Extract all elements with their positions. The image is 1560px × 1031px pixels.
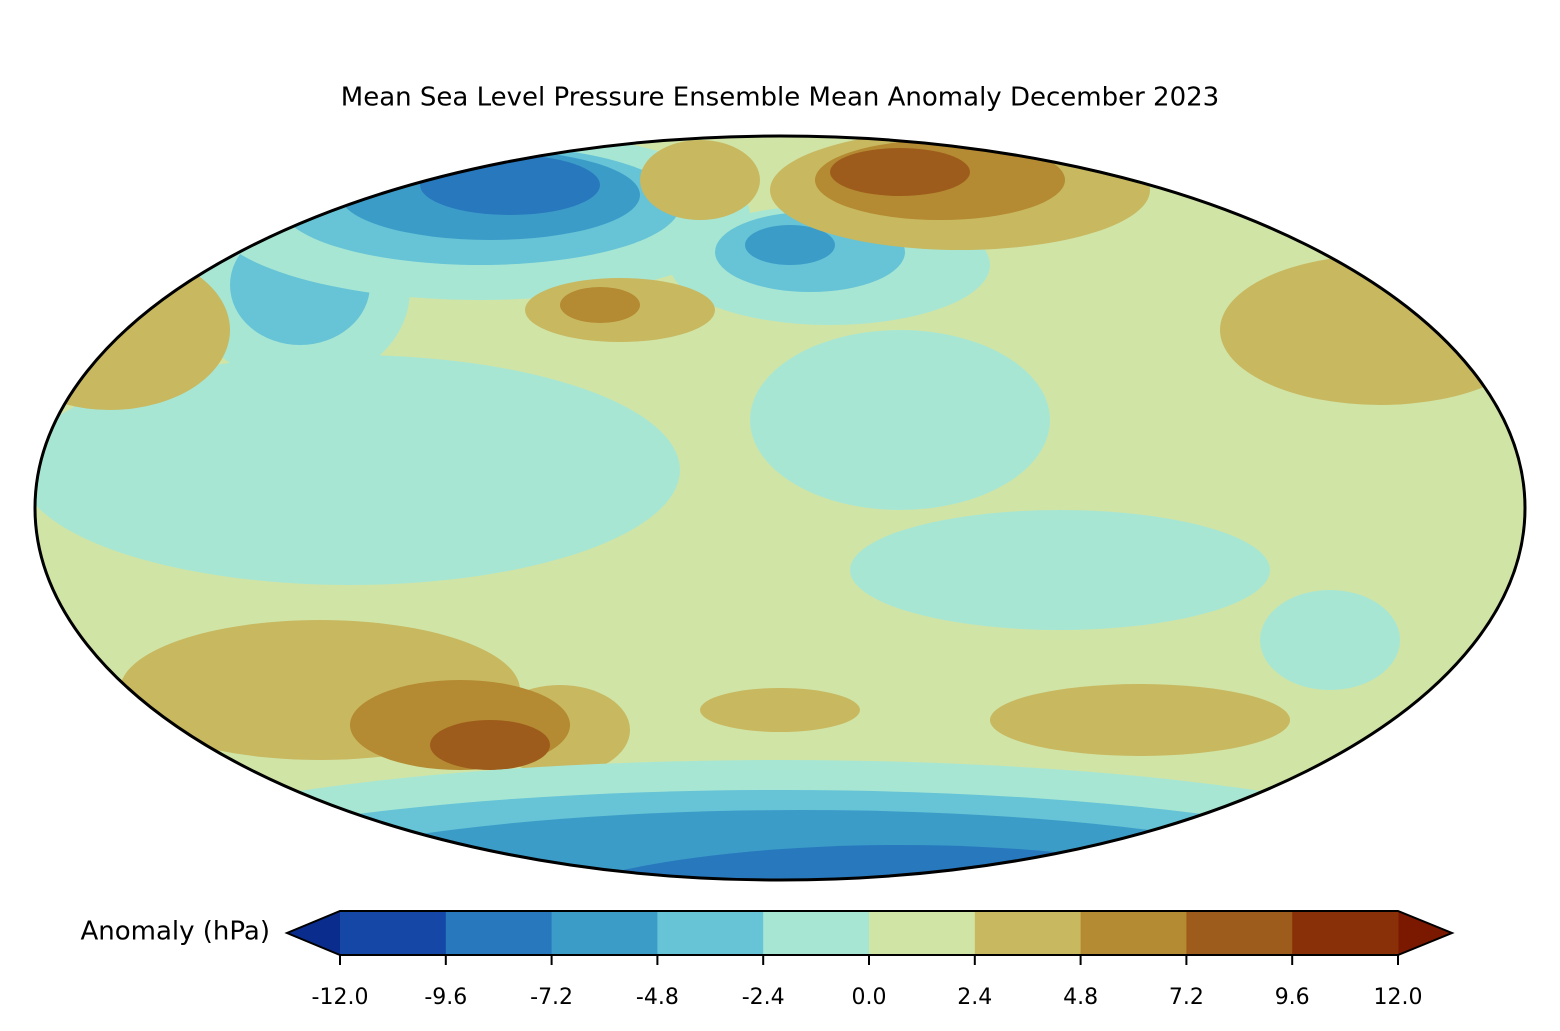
colorbar-bin	[1080, 911, 1187, 955]
colorbar-tick-label: 2.4	[957, 985, 992, 1010]
colorbar-bin	[763, 911, 870, 955]
colorbar-tick-label: -12.0	[312, 985, 369, 1010]
anomaly-region	[430, 720, 550, 770]
map-field	[35, 136, 1525, 880]
colorbar-label: Anomaly (hPa)	[80, 917, 270, 947]
anomaly-region	[750, 330, 1050, 510]
anomaly-region	[830, 148, 970, 196]
anomaly-region	[420, 155, 600, 215]
colorbar-tick-label: -4.8	[636, 985, 679, 1010]
colorbar-tick-label: 4.8	[1063, 985, 1098, 1010]
colorbar-bin	[1292, 911, 1399, 955]
colorbar: -12.0 -9.6 -7.2 -4.8 -2.4 0.0 2.4 4.8 7.2 9.6 12.0	[284, 910, 1455, 1010]
anomaly-region	[1260, 590, 1400, 690]
colorbar-tick-label: -2.4	[742, 985, 785, 1010]
colorbar-tick-label: -7.2	[530, 985, 573, 1010]
colorbar-tick-label: 7.2	[1169, 985, 1204, 1010]
anomaly-region	[990, 684, 1290, 756]
anomaly-region	[745, 225, 835, 265]
colorbar-bin	[551, 911, 658, 955]
colorbar-tick-label: 9.6	[1275, 985, 1310, 1010]
colorbar-bin	[1186, 911, 1293, 955]
colorbar-bin	[974, 911, 1082, 955]
colorbar-extend-high	[1398, 911, 1452, 955]
anomaly-region	[850, 510, 1270, 630]
colorbar-tick-label: 12.0	[1374, 985, 1423, 1010]
anomaly-region	[35, 250, 230, 410]
colorbar-tick-label: -9.6	[424, 985, 467, 1010]
anomaly-region	[35, 355, 680, 585]
map-title: Mean Sea Level Pressure Ensemble Mean An…	[341, 83, 1219, 113]
colorbar-extend-low	[287, 911, 340, 955]
colorbar-bin	[657, 911, 764, 955]
colorbar-bin	[340, 911, 447, 955]
anomaly-region	[640, 140, 760, 220]
colorbar-bin	[869, 911, 976, 955]
anomaly-region	[560, 287, 640, 323]
map-outline	[33, 134, 1527, 882]
anomaly-region	[700, 688, 860, 732]
colorbar-bin	[445, 911, 553, 955]
colorbar-tick-label: 0.0	[852, 985, 887, 1010]
anomaly-region	[1220, 255, 1525, 405]
